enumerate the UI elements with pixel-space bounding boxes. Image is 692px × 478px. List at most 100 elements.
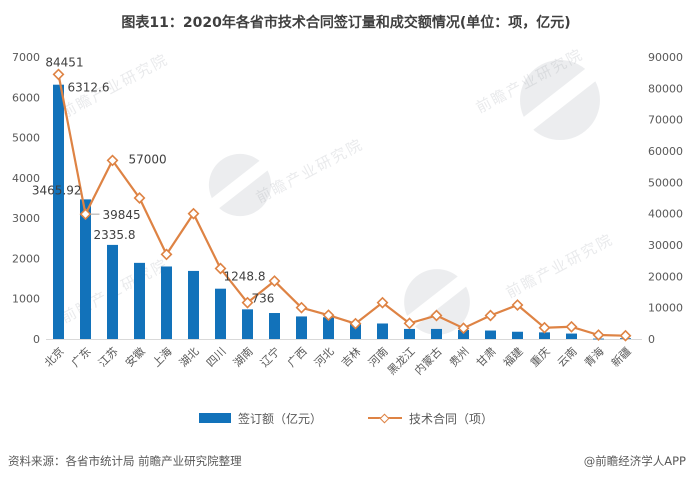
line-marker-diamond-icon <box>592 329 605 341</box>
x-axis-label: 安徽 <box>122 344 147 369</box>
x-axis-label: 新疆 <box>608 344 633 369</box>
left-axis-tick: 0 <box>33 333 40 346</box>
line-marker-diamond-icon <box>349 317 362 330</box>
left-axis-tick: 1000 <box>12 293 40 306</box>
line-marker-diamond-icon <box>187 207 200 220</box>
left-axis-tick: 2000 <box>12 252 40 265</box>
line-marker-diamond-icon <box>457 322 470 335</box>
x-axis-label: 江苏 <box>96 345 121 370</box>
bar <box>485 330 496 339</box>
right-axis-tick: 10000 <box>648 302 683 315</box>
data-label: 39845 <box>103 208 141 222</box>
line-marker-diamond-icon <box>376 296 389 309</box>
left-axis-tick: 3000 <box>12 212 40 225</box>
bar <box>350 324 361 339</box>
bar <box>377 323 388 339</box>
bar <box>107 244 118 339</box>
data-label: 84451 <box>45 55 83 69</box>
x-axis-label: 湖南 <box>231 345 256 370</box>
bar <box>431 328 442 339</box>
data-label: 1248.8 <box>224 270 266 284</box>
data-source-text: 资料来源：各省市统计局 前瞻产业研究院整理 <box>8 454 242 468</box>
x-axis-label: 福建 <box>500 344 525 369</box>
line-marker-diamond-icon <box>430 309 443 322</box>
right-axis-tick: 50000 <box>648 176 683 189</box>
x-axis-label: 广东 <box>69 345 94 370</box>
data-label: 6312.6 <box>68 81 110 95</box>
x-axis-label: 上海 <box>149 344 174 369</box>
right-axis-tick: 0 <box>648 333 655 346</box>
x-axis-label: 重庆 <box>527 344 552 369</box>
bar <box>242 309 253 339</box>
bar <box>296 316 307 339</box>
line-marker-diamond-icon <box>322 309 335 322</box>
x-axis-label: 吉林 <box>338 344 363 369</box>
line-marker-diamond-icon <box>538 321 551 334</box>
data-label: 2335.8 <box>94 228 136 242</box>
line-marker-diamond-icon <box>619 329 632 342</box>
x-axis-label: 四川 <box>204 345 229 370</box>
right-axis-tick: 80000 <box>648 82 683 95</box>
x-axis-label: 云南 <box>555 345 580 370</box>
line-marker-diamond-icon <box>484 309 497 322</box>
line-marker-diamond-icon <box>565 320 578 333</box>
credit-text[interactable]: @前瞻经济学人APP <box>583 454 686 468</box>
line-marker-diamond-icon <box>133 192 146 204</box>
bar <box>161 266 172 339</box>
line-series-swatch <box>368 412 402 424</box>
bar <box>566 333 577 339</box>
right-axis-tick: 70000 <box>648 114 683 127</box>
chart-footer: 资料来源：各省市统计局 前瞻产业研究院整理 @前瞻经济学人APP <box>0 448 692 472</box>
line-marker-diamond-icon <box>241 296 254 309</box>
bar <box>53 84 64 339</box>
x-axis-label: 北京 <box>41 344 66 369</box>
bar-series-swatch <box>198 413 231 423</box>
left-axis-tick: 7000 <box>12 51 40 64</box>
line-marker-diamond-icon <box>79 208 92 221</box>
x-axis-label: 青海 <box>581 344 606 369</box>
x-axis-label: 内蒙古 <box>411 344 444 377</box>
right-axis-tick: 40000 <box>648 208 683 221</box>
line-marker-diamond-icon <box>268 275 281 287</box>
left-axis-tick: 6000 <box>12 91 40 104</box>
bar <box>134 262 145 339</box>
x-axis-label: 辽宁 <box>257 344 282 369</box>
bar <box>269 313 280 339</box>
chart-title: 图表11：2020年各省市技术合同签订量和成交额情况(单位：项，亿元) <box>121 15 571 31</box>
combo-chart: 0100020003000400050006000700001000020000… <box>12 51 683 378</box>
chart-legend: 签订额（亿元） 技术合同（项） <box>0 407 692 429</box>
line-marker-diamond-icon <box>214 262 227 275</box>
right-axis-tick: 90000 <box>648 51 683 64</box>
x-axis-label: 广西 <box>285 345 310 370</box>
bar <box>458 329 469 339</box>
legend-label: 签订额（亿元） <box>237 411 322 426</box>
line-marker-diamond-icon <box>52 68 65 81</box>
line-marker-diamond-icon <box>511 299 524 311</box>
data-label: 57000 <box>129 152 167 166</box>
bar <box>80 199 91 339</box>
line-series <box>57 74 626 337</box>
data-label: 3465.92 <box>32 183 82 197</box>
bar <box>215 288 226 339</box>
x-axis-label: 黑龙江 <box>385 345 418 378</box>
legend-item-line-series[interactable]: 技术合同（项） <box>368 410 493 427</box>
line-marker-diamond-icon <box>160 248 173 261</box>
bar <box>323 317 334 339</box>
legend-label: 技术合同（项） <box>409 411 494 426</box>
bar <box>512 331 523 339</box>
right-axis-tick: 60000 <box>648 145 683 158</box>
x-axis-label: 甘肃 <box>474 345 499 370</box>
legend-item-bar-series[interactable]: 签订额（亿元） <box>198 410 322 427</box>
x-axis-label: 河北 <box>312 345 337 370</box>
diamond-marker-icon <box>379 413 390 423</box>
left-axis-tick: 5000 <box>12 132 40 145</box>
x-axis-label: 贵州 <box>447 345 472 370</box>
data-label: 736 <box>252 291 275 305</box>
bar <box>539 332 550 339</box>
right-axis-tick: 20000 <box>648 270 683 283</box>
line-marker-diamond-icon <box>295 301 308 314</box>
line-marker-diamond-icon <box>403 317 416 330</box>
line-marker-diamond-icon <box>106 154 119 167</box>
left-axis-tick: 4000 <box>12 172 40 185</box>
